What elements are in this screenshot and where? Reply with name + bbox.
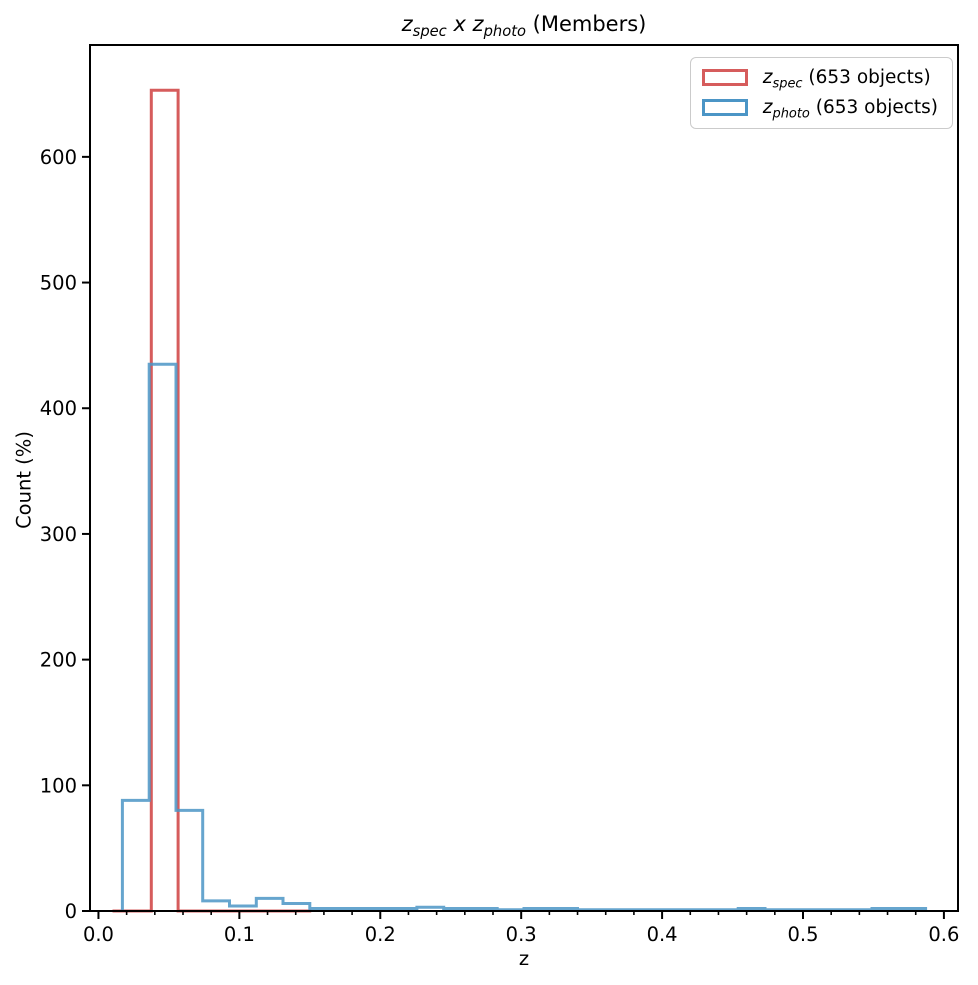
y-tick-label: 100: [40, 774, 77, 797]
histogram-z_photo: [120, 362, 928, 912]
legend-swatch-zphoto: [701, 99, 748, 116]
legend-item-zspec: zspec (653 objects): [701, 67, 938, 91]
x-tick-label: 0.3: [506, 923, 537, 946]
y-tick-label: 300: [40, 523, 77, 546]
y-tick-label: 500: [40, 272, 77, 295]
x-tick-label: 0.4: [647, 923, 678, 946]
x-axis-label: z: [518, 947, 530, 970]
legend-item-zphoto: zphoto (653 objects): [701, 97, 938, 121]
y-tick-label: 0: [65, 900, 77, 923]
x-tick-label: 0.5: [787, 923, 818, 946]
title-z-spec: z: [401, 12, 413, 36]
histogram-z_spec: [112, 88, 312, 913]
y-tick-label: 600: [40, 146, 77, 169]
y-tick-label: 200: [40, 649, 77, 672]
chart-title: zspec x zphoto (Members): [401, 12, 647, 41]
x-tick-label: 0.0: [83, 923, 114, 946]
x-tick-label: 0.1: [224, 923, 255, 946]
legend-swatch-zspec: [701, 69, 748, 86]
axes-frame: [89, 44, 959, 912]
title-z-photo: z: [472, 12, 484, 36]
x-tick-label: 0.6: [928, 923, 959, 946]
y-tick-label: 400: [40, 397, 77, 420]
x-tick-label: 0.2: [365, 923, 396, 946]
legend: zspec (653 objects) zphoto (653 objects): [689, 57, 953, 129]
